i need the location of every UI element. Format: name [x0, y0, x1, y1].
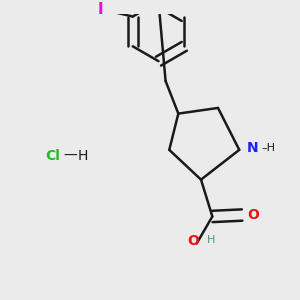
Text: –H: –H — [261, 143, 275, 154]
Text: H: H — [207, 235, 215, 245]
Text: H: H — [78, 148, 88, 163]
Text: O: O — [188, 235, 199, 248]
Text: O: O — [247, 208, 259, 222]
Text: —: — — [64, 148, 77, 163]
Text: Cl: Cl — [45, 148, 60, 163]
Text: N: N — [246, 142, 258, 155]
Text: I: I — [98, 2, 103, 17]
